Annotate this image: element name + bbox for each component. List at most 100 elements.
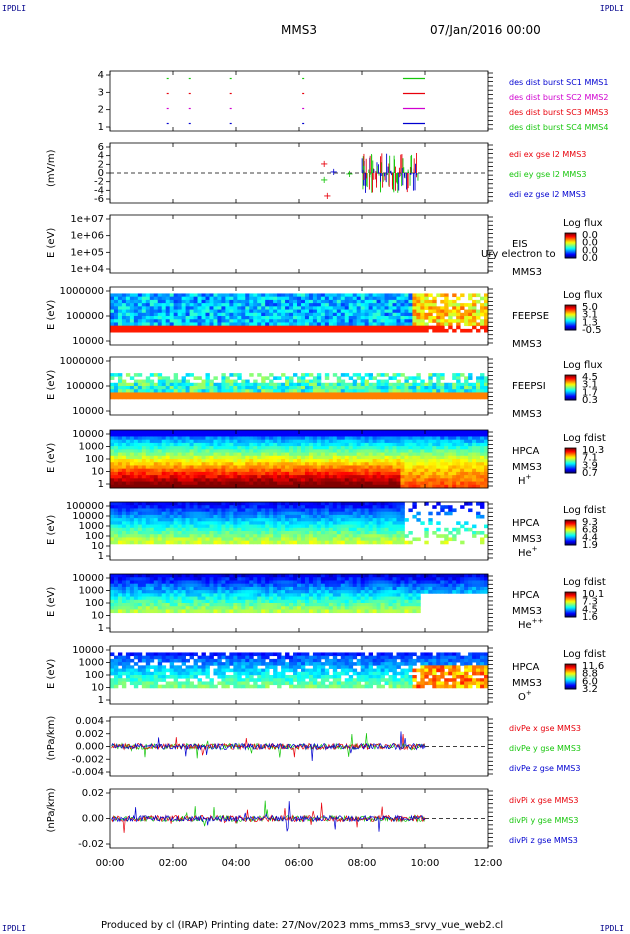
heatmap-cell: [452, 484, 457, 489]
colorbar-cell: [565, 382, 576, 384]
heatmap-cell: [165, 465, 171, 470]
heatmap-cell: [472, 455, 477, 460]
heatmap-cell: [368, 389, 374, 393]
heatmap-cell: [412, 455, 417, 460]
heatmap-cell: [177, 293, 183, 298]
heatmap-cell: [396, 521, 401, 525]
heatmap-cell: [444, 534, 449, 538]
heatmap-cell: [340, 449, 346, 453]
heatmap-cell: [332, 433, 338, 437]
heatmap-cell: [273, 518, 278, 522]
heatmap-cell: [340, 439, 346, 444]
heatmap-cell: [253, 521, 258, 525]
heatmap-cell: [484, 465, 489, 470]
heatmap-cell: [412, 312, 417, 317]
heatmap-cell: [432, 395, 437, 400]
colorbar-title-5: Log fdist: [563, 433, 606, 444]
heatmap-cell: [161, 505, 167, 509]
heatmap-cell: [392, 484, 397, 489]
heatmap-cell: [197, 449, 202, 453]
heatmap-cell: [133, 306, 139, 310]
heatmap-cell: [388, 527, 393, 532]
heatmap-cell: [261, 322, 266, 327]
heatmap-cell: [324, 309, 330, 314]
colorbar-cell: [565, 375, 576, 377]
heatmap-cell: [304, 462, 310, 466]
heatmap-cell: [424, 433, 429, 437]
heatmap-cell: [265, 468, 270, 473]
heatmap-cell: [380, 540, 385, 545]
heatmap-cell: [352, 471, 358, 476]
heatmap-cell: [257, 481, 262, 486]
heatmap-cell: [209, 303, 214, 307]
heatmap-cell: [432, 430, 437, 434]
heatmap-cell: [464, 478, 469, 482]
heatmap-cell: [181, 481, 186, 486]
heatmap-cell: [181, 478, 186, 482]
heatmap-cell: [185, 328, 190, 333]
heatmap-cell: [364, 299, 370, 304]
heatmap-cell: [237, 511, 242, 516]
heatmap-cell: [432, 382, 437, 387]
heatmap-cell: [316, 376, 322, 380]
heatmap-cell: [316, 478, 322, 482]
heatmap-cell: [149, 468, 155, 473]
colorbar-cell: [565, 467, 576, 470]
heatmap-cell: [344, 502, 350, 506]
heatmap-cell: [253, 475, 258, 479]
heatmap-cell: [308, 392, 314, 397]
heatmap-cell: [480, 322, 485, 327]
heatmap-cell: [460, 465, 465, 470]
heatmap-cell: [257, 328, 262, 333]
heatmap-cell: [368, 524, 374, 529]
heatmap-cell: [201, 319, 206, 323]
heatmap-cell: [300, 442, 306, 447]
heatmap-cell: [157, 386, 163, 390]
heatmap-cell: [249, 436, 254, 441]
heatmap-cell: [444, 511, 449, 516]
heatmap-cell: [416, 439, 421, 444]
heatmap-cell: [241, 524, 246, 529]
heatmap-cell: [324, 373, 330, 377]
heatmap-cell: [484, 316, 489, 320]
heatmap-cell: [161, 475, 167, 479]
heatmap-cell: [141, 521, 147, 525]
heatmap-cell: [468, 312, 473, 317]
heatmap-cell: [444, 395, 449, 400]
heatmap-cell: [261, 395, 266, 400]
heatmap-cell: [348, 502, 354, 506]
heatmap-cell: [308, 299, 314, 304]
heatmap-cell: [424, 312, 429, 317]
heatmap-cell: [249, 502, 254, 506]
heatmap-cell: [185, 306, 190, 310]
heatmap-cell: [213, 325, 218, 330]
heatmap-cell: [364, 478, 370, 482]
heatmap-cell: [269, 306, 274, 310]
heatmap-cell: [300, 537, 306, 542]
heatmap-cell: [468, 319, 473, 323]
heatmap-cell: [388, 465, 393, 470]
heatmap-cell: [209, 537, 214, 542]
heatmap-cell: [312, 534, 318, 538]
heatmap-cell: [384, 322, 389, 327]
heatmap-cell: [344, 446, 350, 450]
heatmap-cell: [261, 478, 266, 482]
heatmap-cell: [444, 312, 449, 317]
heatmap-cell: [261, 537, 266, 542]
heatmap-cell: [356, 299, 362, 304]
heatmap-cell: [320, 433, 326, 437]
heatmap-cell: [113, 514, 119, 519]
heatmap-cell: [452, 459, 457, 463]
heatmap-cell: [229, 540, 234, 545]
heatmap-cell: [173, 442, 179, 447]
heatmap-cell: [177, 540, 183, 545]
heatmap-cell: [153, 514, 159, 519]
heatmap-cell: [129, 322, 135, 327]
heatmap-cell: [476, 475, 481, 479]
heatmap-cell: [428, 442, 433, 447]
heatmap-cell: [161, 468, 167, 473]
heatmap-cell: [237, 481, 242, 486]
heatmap-cell: [149, 322, 155, 327]
heatmap-cell: [404, 452, 409, 457]
heatmap-cell: [185, 312, 190, 317]
